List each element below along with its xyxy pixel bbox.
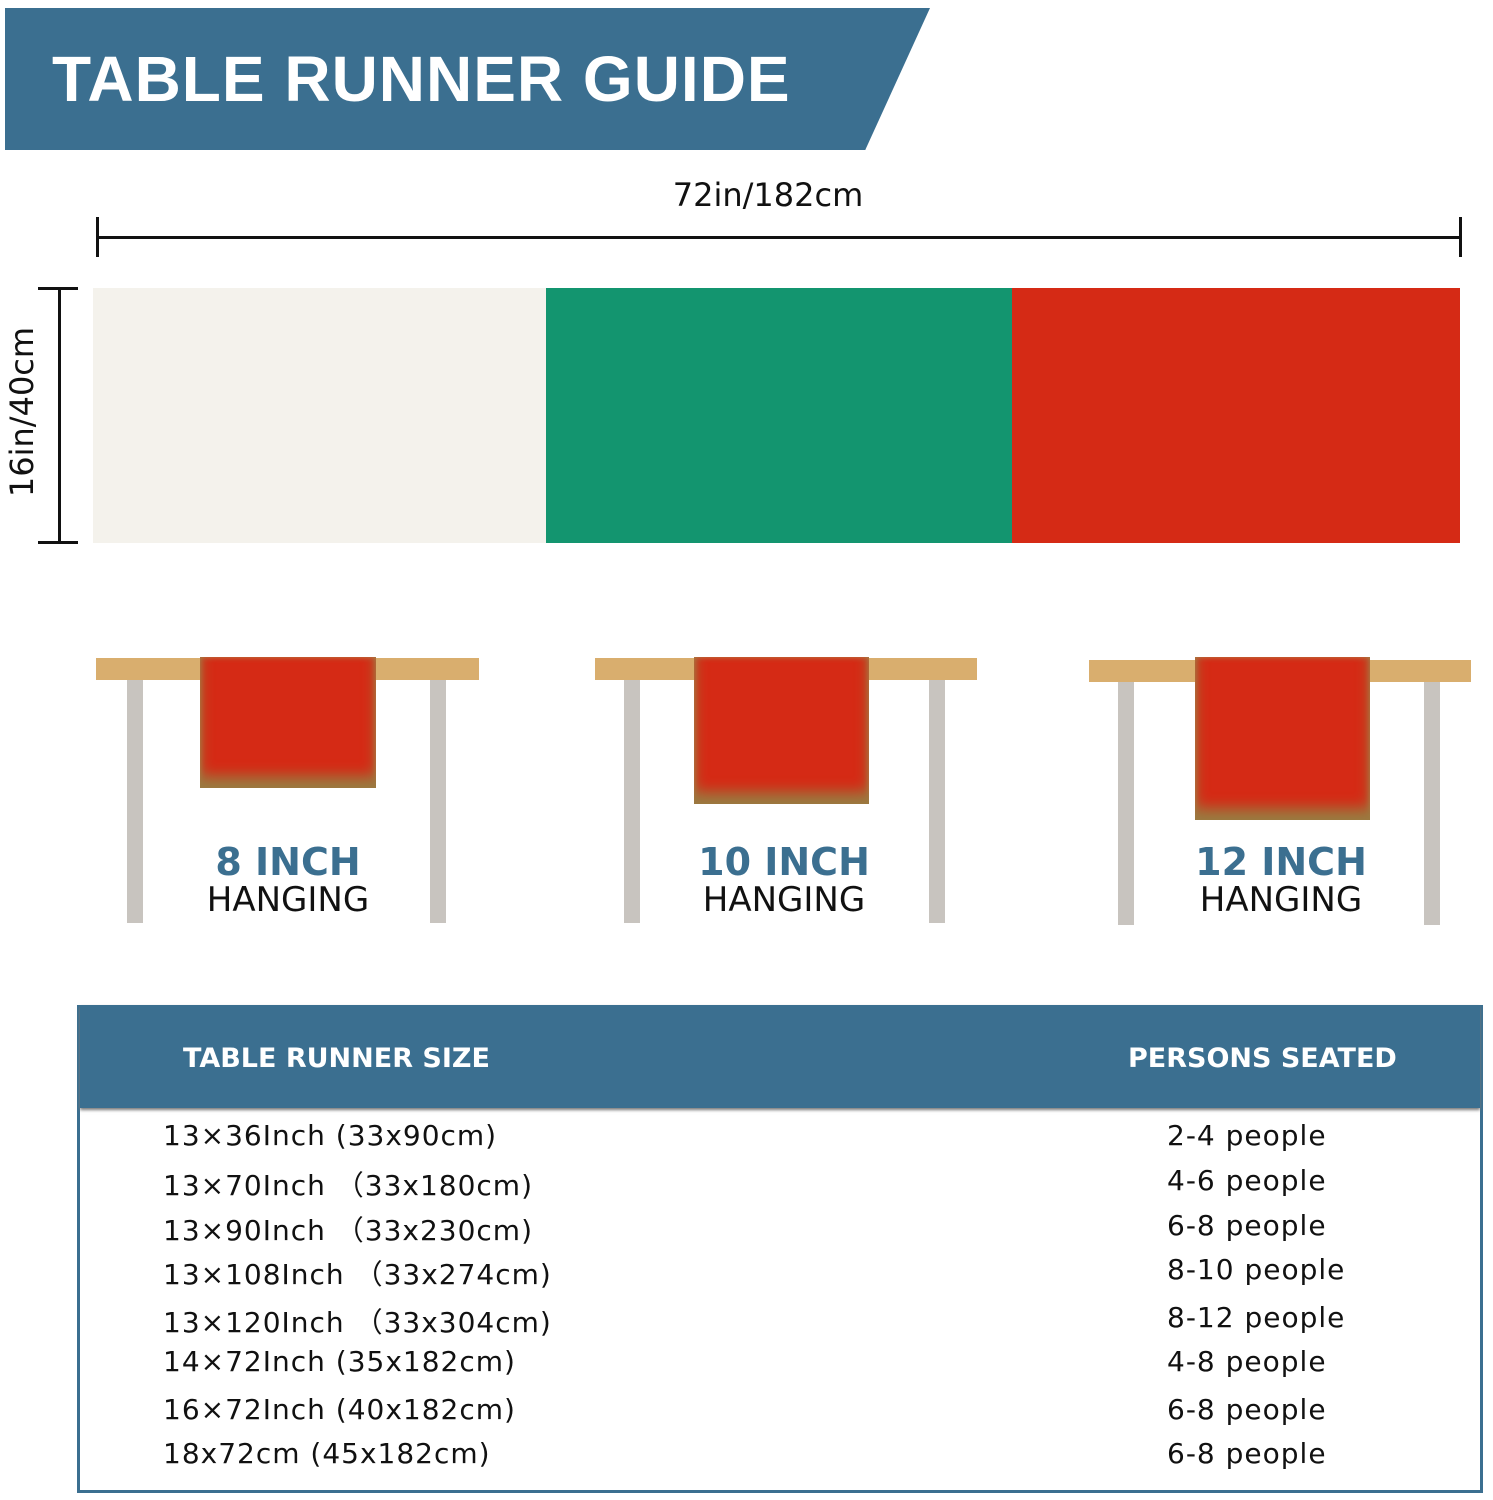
size-cell: 13×90Inch （33x230cm) xyxy=(163,1214,534,1247)
persons-cell: 6-8 people xyxy=(1167,1393,1327,1426)
size-cell: 13×36Inch (33x90cm) xyxy=(163,1119,498,1152)
runner-green-section xyxy=(546,288,1012,543)
hanging-runner xyxy=(1195,657,1370,820)
header-persons: PERSONS SEATED xyxy=(1128,1043,1397,1074)
size-cell: 18x72cm (45x182cm) xyxy=(163,1437,491,1470)
width-dimension-line xyxy=(58,288,61,543)
persons-cell: 8-12 people xyxy=(1167,1301,1346,1334)
width-tick-bottom xyxy=(38,541,78,544)
table-runner-preview xyxy=(93,288,1460,543)
table-leg xyxy=(127,680,143,923)
length-label: 72in/182cm xyxy=(672,176,864,214)
persons-cell: 8-10 people xyxy=(1167,1253,1346,1286)
size-cell: 13×70Inch （33x180cm) xyxy=(163,1169,534,1202)
table-leg xyxy=(1424,682,1440,925)
runner-red-section xyxy=(1012,288,1460,543)
title-banner xyxy=(5,8,930,150)
header-size: TABLE RUNNER SIZE xyxy=(183,1043,490,1074)
page-title: TABLE RUNNER GUIDE xyxy=(52,43,791,115)
hanging-runner xyxy=(200,657,376,788)
length-dimension-line xyxy=(97,236,1461,239)
hanging-label: HANGING xyxy=(206,880,370,920)
length-tick-left xyxy=(96,217,99,257)
size-cell: 13×108Inch （33x274cm) xyxy=(163,1258,552,1291)
size-table: TABLE RUNNER SIZE PERSONS SEATED 13×36In… xyxy=(77,1005,1483,1493)
table-leg xyxy=(1118,682,1134,925)
hanging-size: 8 INCH xyxy=(215,840,361,884)
persons-cell: 6-8 people xyxy=(1167,1437,1327,1470)
hanging-runner xyxy=(694,657,869,804)
table-header: TABLE RUNNER SIZE PERSONS SEATED xyxy=(80,1005,1480,1108)
size-cell: 14×72Inch (35x182cm) xyxy=(163,1345,516,1378)
table-leg xyxy=(430,680,446,923)
hanging-label: HANGING xyxy=(1199,880,1363,920)
width-tick-top xyxy=(38,287,78,290)
length-tick-right xyxy=(1459,217,1462,257)
table-leg xyxy=(929,680,945,923)
hanging-size: 10 INCH xyxy=(698,840,870,884)
size-cell: 16×72Inch (40x182cm) xyxy=(163,1393,516,1426)
table-leg xyxy=(624,680,640,923)
persons-cell: 4-8 people xyxy=(1167,1345,1327,1378)
hanging-label: HANGING xyxy=(702,880,866,920)
width-label: 16in/40cm xyxy=(3,326,41,498)
persons-cell: 2-4 people xyxy=(1167,1119,1327,1152)
persons-cell: 4-6 people xyxy=(1167,1164,1327,1197)
runner-white-section xyxy=(93,288,546,543)
size-cell: 13×120Inch （33x304cm) xyxy=(163,1306,552,1339)
hanging-size: 12 INCH xyxy=(1195,840,1367,884)
persons-cell: 6-8 people xyxy=(1167,1209,1327,1242)
